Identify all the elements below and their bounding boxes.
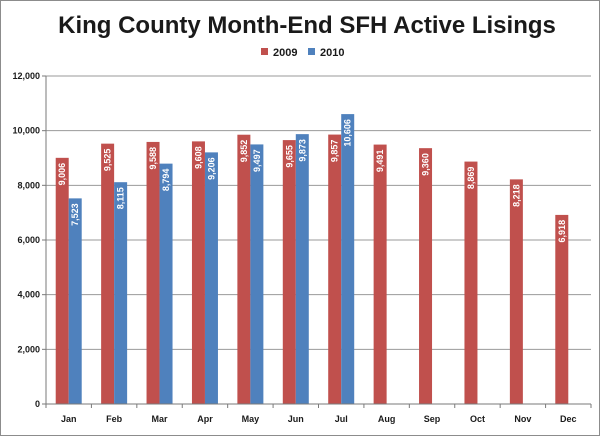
y-axis-tick-labels: 0 2,000 4,000 6,000 8,000 10,000 12,000 <box>12 71 40 409</box>
y-tick-label: 10,000 <box>12 126 40 136</box>
bars <box>55 114 569 405</box>
data-label-2009-jun: 9,655 <box>284 145 294 168</box>
x-category-label: Apr <box>197 414 213 424</box>
x-category-label: Nov <box>514 414 531 424</box>
x-category-label: Jan <box>61 414 77 424</box>
bar-2009-apr <box>191 141 205 404</box>
bar-2010-jan <box>68 198 82 404</box>
legend-label-2010: 2010 <box>320 47 344 59</box>
bar-2009-oct <box>464 161 478 404</box>
x-category-label: Jul <box>335 414 348 424</box>
data-label-2010-apr: 9,206 <box>206 157 216 180</box>
data-label-2009-oct: 8,869 <box>466 167 476 190</box>
data-label-2010-feb: 8,115 <box>116 187 126 209</box>
bar-2010-jun <box>295 134 309 404</box>
legend: 2009 2010 <box>261 47 344 59</box>
data-label-2009-nov: 8,218 <box>511 184 521 207</box>
data-label-2009-sep: 9,360 <box>421 153 431 176</box>
x-category-label: Oct <box>470 414 485 424</box>
y-tick-label: 6,000 <box>17 235 40 245</box>
x-category-label: Sep <box>424 414 441 424</box>
bar-2009-feb <box>101 143 115 404</box>
bar-2010-feb <box>114 182 128 404</box>
bar-2010-mar <box>159 163 173 404</box>
bar-2010-jul <box>341 114 355 405</box>
bar-2009-may <box>237 134 251 404</box>
legend-swatch-2010 <box>308 48 315 55</box>
x-category-label: Mar <box>152 414 169 424</box>
bar-2009-jun <box>282 140 296 404</box>
bar-2009-aug <box>373 144 387 404</box>
data-label-2010-jul: 10,606 <box>343 119 353 147</box>
data-label-2009-apr: 9,608 <box>193 146 203 169</box>
data-label-2010-jun: 9,873 <box>297 139 307 162</box>
data-label-2010-mar: 8,794 <box>161 169 171 192</box>
legend-swatch-2009 <box>261 48 268 55</box>
x-category-label: May <box>242 414 260 424</box>
bar-2009-sep <box>419 148 433 404</box>
y-tick-label: 12,000 <box>12 71 40 81</box>
data-label-2009-aug: 9,491 <box>375 150 385 173</box>
bar-2009-nov <box>509 179 523 404</box>
data-label-2010-jan: 7,523 <box>70 203 80 226</box>
data-label-2010-may: 9,497 <box>252 149 262 172</box>
legend-label-2009: 2009 <box>273 47 297 59</box>
gridlines <box>42 75 591 405</box>
bar-2010-may <box>250 144 264 404</box>
x-axis-category-labels: Jan Feb Mar Apr May Jun Jul Aug Sep Oct Nov Dec <box>45 404 592 424</box>
bar-2009-dec <box>555 214 569 404</box>
bar-2009-jul <box>328 134 342 405</box>
bar-2009-mar <box>146 141 160 405</box>
data-label-2009-may: 9,852 <box>239 140 249 163</box>
x-category-label: Aug <box>378 414 396 424</box>
y-tick-label: 0 <box>35 399 40 409</box>
x-category-label: Jun <box>288 414 304 424</box>
y-tick-label: 8,000 <box>17 180 40 190</box>
chart-title: King County Month-End SFH Active Lisings <box>58 12 556 39</box>
data-label-2009-mar: 9,588 <box>148 147 158 170</box>
y-tick-label: 4,000 <box>17 290 40 300</box>
data-label-2009-jul: 9,857 <box>330 140 340 163</box>
data-label-2009-feb: 9,525 <box>103 149 113 172</box>
bar-2009-jan <box>55 157 69 404</box>
data-label-2009-dec: 6,918 <box>557 220 567 243</box>
x-category-label: Feb <box>106 414 123 424</box>
bar-2010-apr <box>204 152 218 404</box>
data-label-2009-jan: 9,006 <box>57 163 67 186</box>
x-category-label: Dec <box>560 414 577 424</box>
y-tick-label: 2,000 <box>17 344 40 354</box>
